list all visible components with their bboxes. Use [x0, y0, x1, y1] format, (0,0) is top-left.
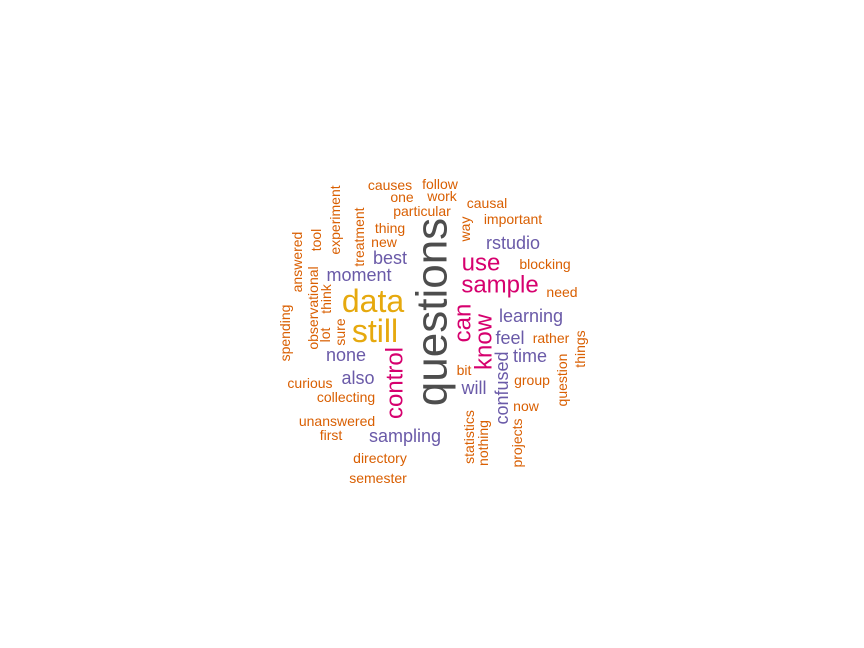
word-particular: particular — [393, 203, 451, 219]
word-sampling: sampling — [369, 426, 441, 446]
word-feel: feel — [495, 328, 524, 348]
word-rather: rather — [533, 330, 570, 346]
word-projects: projects — [509, 418, 525, 467]
word-sample: sample — [461, 272, 538, 299]
word-also: also — [341, 368, 374, 388]
word-work: work — [426, 188, 458, 204]
word-important: important — [484, 211, 542, 227]
word-think: think — [318, 283, 334, 314]
word-statistics: statistics — [461, 410, 477, 464]
word-need: need — [546, 284, 577, 300]
word-best: best — [373, 248, 407, 268]
word-moment: moment — [326, 265, 391, 285]
word-one: one — [390, 189, 414, 205]
word-lot: lot — [317, 328, 333, 343]
word-confused: confused — [492, 351, 512, 424]
word-rstudio: rstudio — [486, 233, 540, 253]
word-tool: tool — [308, 229, 324, 252]
word-unanswered: unanswered — [299, 413, 375, 429]
word-question: question — [554, 354, 570, 407]
word-things: things — [572, 330, 588, 367]
word-still: still — [352, 313, 398, 349]
word-none: none — [326, 345, 366, 365]
word-data: data — [342, 283, 404, 319]
word-questions: questions — [408, 218, 457, 406]
word-collecting: collecting — [317, 389, 375, 405]
word-learning: learning — [499, 306, 563, 326]
word-time: time — [513, 346, 547, 366]
word-follow: follow — [422, 176, 459, 192]
word-thing: thing — [375, 220, 405, 236]
word-first: first — [320, 427, 343, 443]
word-bit: bit — [457, 362, 472, 378]
word-group: group — [514, 372, 550, 388]
word-control: control — [382, 347, 409, 419]
word-now: now — [513, 398, 540, 414]
word-semester: semester — [349, 470, 407, 486]
word-blocking: blocking — [519, 256, 570, 272]
word-causal: causal — [467, 195, 507, 211]
word-observational: observational — [305, 266, 321, 349]
word-use: use — [462, 250, 501, 277]
word-know: know — [471, 313, 498, 370]
word-new: new — [371, 234, 398, 250]
word-treatment: treatment — [351, 207, 367, 266]
word-curious: curious — [287, 375, 332, 391]
word-will: will — [461, 378, 487, 398]
word-way: way — [457, 217, 473, 243]
word-causes: causes — [368, 177, 412, 193]
word-sure: sure — [332, 318, 348, 345]
word-directory: directory — [353, 450, 407, 466]
word-answered: answered — [289, 232, 305, 293]
word-spending: spending — [277, 305, 293, 362]
word-experiment: experiment — [327, 185, 343, 254]
word-nothing: nothing — [475, 420, 491, 466]
word-can: can — [450, 304, 477, 343]
